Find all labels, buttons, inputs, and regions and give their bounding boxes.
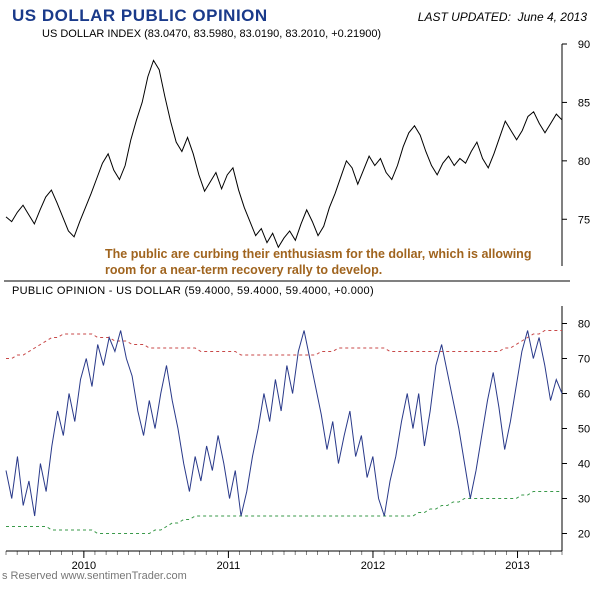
- svg-text:30: 30: [578, 494, 590, 506]
- svg-text:2011: 2011: [217, 560, 241, 572]
- svg-text:60: 60: [578, 389, 590, 401]
- bottom-chart: 20304050607080 2010201120122013: [0, 296, 599, 581]
- svg-text:75: 75: [578, 214, 590, 226]
- svg-text:90: 90: [578, 39, 590, 51]
- svg-text:2013: 2013: [505, 560, 529, 572]
- svg-text:2012: 2012: [361, 560, 385, 572]
- annotation-text: The public are curbing their enthusiasm …: [105, 247, 555, 278]
- svg-text:40: 40: [578, 459, 590, 471]
- svg-text:20: 20: [578, 529, 590, 541]
- chart-title: US DOLLAR PUBLIC OPINION: [12, 6, 268, 26]
- svg-text:50: 50: [578, 424, 590, 436]
- svg-text:85: 85: [578, 97, 590, 109]
- top-chart: 75 80 85 90: [0, 32, 599, 272]
- footer-text: s Reserved www.sentimenTrader.com: [2, 570, 187, 582]
- svg-text:70: 70: [578, 354, 590, 366]
- svg-text:80: 80: [578, 319, 590, 331]
- svg-text:80: 80: [578, 156, 590, 168]
- last-updated: LAST UPDATED: June 4, 2013: [418, 10, 587, 24]
- chart-divider: [0, 280, 599, 284]
